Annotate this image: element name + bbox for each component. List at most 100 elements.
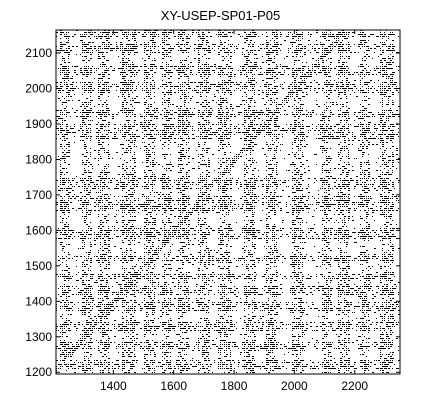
recurrence-point bbox=[146, 136, 147, 137]
recurrence-point bbox=[276, 78, 278, 79]
recurrence-point bbox=[90, 102, 91, 103]
recurrence-point bbox=[264, 178, 265, 179]
recurrence-point bbox=[358, 150, 360, 151]
recurrence-point bbox=[106, 38, 108, 39]
recurrence-point bbox=[66, 126, 68, 127]
recurrence-point bbox=[398, 180, 400, 181]
recurrence-point bbox=[340, 120, 342, 121]
recurrence-point bbox=[338, 36, 339, 37]
recurrence-point bbox=[204, 126, 205, 127]
recurrence-point bbox=[122, 78, 124, 79]
recurrence-point bbox=[88, 158, 89, 159]
recurrence-point bbox=[220, 66, 222, 67]
recurrence-point bbox=[62, 124, 63, 125]
recurrence-point bbox=[106, 100, 107, 101]
recurrence-point bbox=[188, 66, 189, 67]
recurrence-point bbox=[278, 110, 279, 111]
recurrence-point bbox=[270, 58, 272, 59]
recurrence-point bbox=[204, 76, 205, 77]
recurrence-point bbox=[88, 114, 89, 115]
recurrence-point bbox=[362, 148, 364, 149]
recurrence-point bbox=[272, 130, 273, 131]
recurrence-point bbox=[292, 86, 293, 87]
recurrence-point bbox=[124, 72, 126, 73]
recurrence-point bbox=[204, 74, 206, 75]
recurrence-point bbox=[182, 68, 183, 69]
recurrence-point bbox=[394, 134, 395, 135]
recurrence-point bbox=[354, 112, 356, 113]
recurrence-point bbox=[144, 146, 146, 147]
recurrence-point bbox=[276, 146, 278, 147]
recurrence-point bbox=[144, 182, 146, 183]
recurrence-point bbox=[180, 164, 182, 165]
recurrence-point bbox=[134, 144, 135, 145]
recurrence-point bbox=[348, 126, 349, 127]
recurrence-point bbox=[354, 114, 355, 115]
recurrence-point bbox=[220, 50, 222, 51]
recurrence-point bbox=[388, 156, 390, 157]
recurrence-point bbox=[150, 34, 152, 35]
recurrence-point bbox=[218, 134, 220, 135]
recurrence-point bbox=[166, 154, 168, 155]
recurrence-point bbox=[64, 156, 65, 157]
recurrence-point bbox=[298, 174, 299, 175]
recurrence-point bbox=[340, 134, 341, 135]
recurrence-point bbox=[204, 34, 205, 35]
recurrence-point bbox=[126, 162, 128, 163]
recurrence-point bbox=[132, 68, 134, 69]
recurrence-point bbox=[348, 90, 349, 91]
recurrence-point bbox=[224, 182, 226, 183]
recurrence-point bbox=[288, 86, 290, 87]
recurrence-point bbox=[130, 174, 132, 175]
recurrence-point bbox=[168, 124, 169, 125]
recurrence-point bbox=[296, 52, 298, 53]
recurrence-point bbox=[106, 60, 108, 61]
recurrence-point bbox=[88, 36, 90, 37]
recurrence-point bbox=[320, 180, 322, 181]
recurrence-point bbox=[128, 120, 130, 121]
recurrence-point bbox=[342, 82, 343, 83]
recurrence-point bbox=[214, 70, 215, 71]
recurrence-point bbox=[340, 52, 341, 53]
recurrence-point bbox=[314, 64, 316, 65]
recurrence-point bbox=[342, 40, 343, 41]
recurrence-point bbox=[200, 114, 201, 115]
recurrence-point bbox=[150, 88, 151, 89]
recurrence-point bbox=[86, 110, 88, 111]
recurrence-point bbox=[178, 46, 180, 47]
recurrence-point bbox=[238, 130, 239, 131]
recurrence-point bbox=[162, 180, 163, 181]
recurrence-point bbox=[178, 138, 179, 139]
recurrence-point bbox=[58, 128, 59, 129]
recurrence-point bbox=[180, 84, 181, 85]
recurrence-point bbox=[208, 124, 209, 125]
recurrence-point bbox=[276, 110, 277, 111]
recurrence-point bbox=[340, 142, 341, 143]
recurrence-point bbox=[186, 114, 187, 115]
recurrence-point bbox=[108, 136, 109, 137]
recurrence-point bbox=[238, 178, 239, 179]
recurrence-point bbox=[350, 46, 351, 47]
recurrence-point bbox=[340, 132, 341, 133]
recurrence-point bbox=[272, 172, 273, 173]
recurrence-point bbox=[74, 136, 75, 137]
recurrence-point bbox=[164, 48, 165, 49]
recurrence-point bbox=[296, 114, 298, 115]
recurrence-point bbox=[192, 158, 194, 159]
recurrence-point bbox=[272, 158, 274, 159]
recurrence-point bbox=[252, 66, 254, 67]
recurrence-point bbox=[146, 50, 148, 51]
recurrence-point bbox=[244, 140, 246, 141]
recurrence-point bbox=[150, 86, 151, 87]
recurrence-point bbox=[150, 138, 152, 139]
recurrence-point bbox=[254, 86, 255, 87]
recurrence-point bbox=[354, 80, 356, 81]
recurrence-point bbox=[128, 96, 130, 97]
recurrence-point bbox=[154, 124, 155, 125]
recurrence-point bbox=[240, 104, 242, 105]
recurrence-point bbox=[346, 44, 347, 45]
recurrence-point bbox=[68, 152, 70, 153]
recurrence-point bbox=[350, 178, 352, 179]
recurrence-point bbox=[360, 76, 361, 77]
recurrence-point bbox=[328, 82, 330, 83]
